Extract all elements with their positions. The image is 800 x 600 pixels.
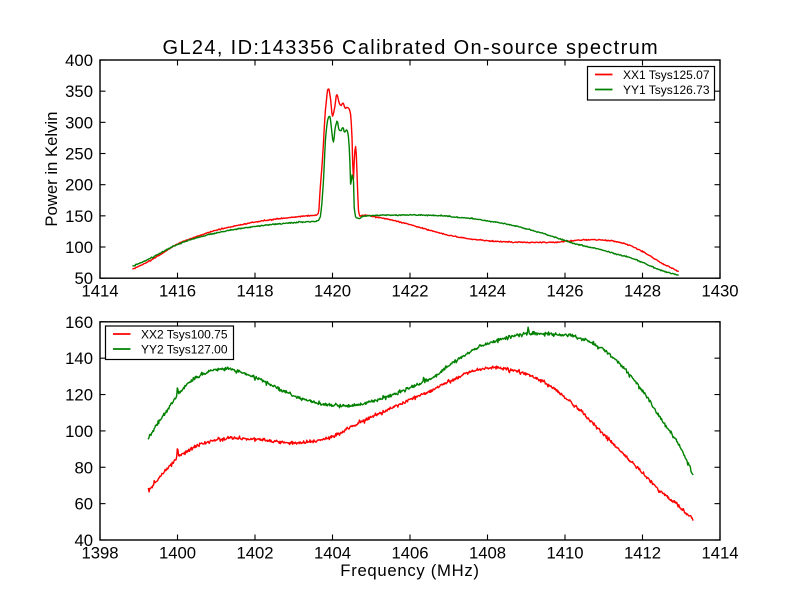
svg-text:GL24, ID:143356 Calibrated On-: GL24, ID:143356 Calibrated On-source spe… xyxy=(163,37,660,59)
svg-text:1416: 1416 xyxy=(159,282,196,301)
svg-text:120: 120 xyxy=(65,386,93,405)
svg-text:350: 350 xyxy=(65,82,93,101)
svg-text:1402: 1402 xyxy=(236,543,273,562)
svg-text:140: 140 xyxy=(65,349,93,368)
svg-text:1404: 1404 xyxy=(314,543,351,562)
svg-text:100: 100 xyxy=(65,238,93,257)
svg-text:200: 200 xyxy=(65,176,93,195)
svg-text:1406: 1406 xyxy=(391,543,428,562)
svg-text:XX2 Tsys100.75: XX2 Tsys100.75 xyxy=(141,327,228,341)
svg-text:1412: 1412 xyxy=(624,543,661,562)
svg-text:400: 400 xyxy=(65,51,93,70)
svg-text:Power in Kelvin: Power in Kelvin xyxy=(42,112,61,227)
svg-text:YY2 Tsys127.00: YY2 Tsys127.00 xyxy=(141,342,228,356)
svg-text:60: 60 xyxy=(74,495,93,514)
svg-text:1430: 1430 xyxy=(701,282,738,301)
svg-text:1414: 1414 xyxy=(81,282,118,301)
svg-text:1400: 1400 xyxy=(159,543,196,562)
svg-text:YY1 Tsys126.73: YY1 Tsys126.73 xyxy=(623,83,710,97)
svg-text:100: 100 xyxy=(65,422,93,441)
svg-text:40: 40 xyxy=(74,531,93,550)
svg-text:1424: 1424 xyxy=(469,282,506,301)
svg-text:300: 300 xyxy=(65,113,93,132)
svg-text:1420: 1420 xyxy=(314,282,351,301)
svg-text:1422: 1422 xyxy=(391,282,428,301)
svg-text:1410: 1410 xyxy=(546,543,583,562)
svg-text:XX1 Tsys125.07: XX1 Tsys125.07 xyxy=(623,68,710,82)
svg-text:250: 250 xyxy=(65,145,93,164)
svg-text:1398: 1398 xyxy=(81,543,118,562)
svg-text:150: 150 xyxy=(65,207,93,226)
svg-text:1428: 1428 xyxy=(624,282,661,301)
svg-text:Frequency (MHz): Frequency (MHz) xyxy=(340,561,479,580)
svg-text:50: 50 xyxy=(74,269,93,288)
svg-text:1418: 1418 xyxy=(236,282,273,301)
svg-text:1426: 1426 xyxy=(546,282,583,301)
svg-text:1408: 1408 xyxy=(469,543,506,562)
svg-text:160: 160 xyxy=(65,313,93,332)
svg-text:80: 80 xyxy=(74,458,93,477)
svg-text:1414: 1414 xyxy=(701,543,738,562)
